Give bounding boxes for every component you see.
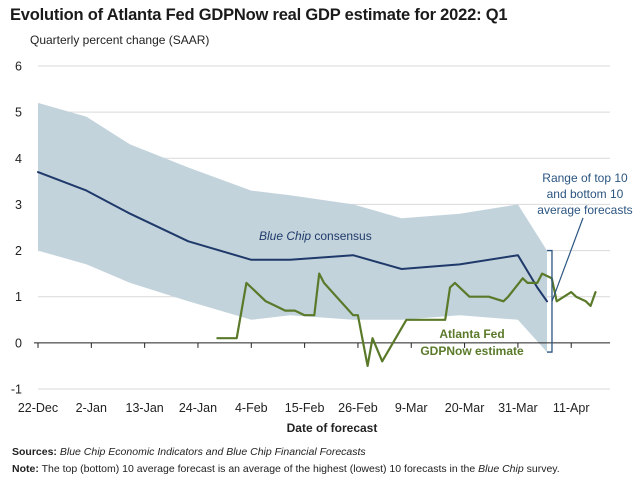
annotations: Blue Chip consensus Atlanta Fed GDPNow est… (259, 171, 633, 358)
range-leader-line (551, 217, 584, 302)
range-band (38, 102, 547, 353)
gdpnow-line (216, 272, 597, 367)
chart-subtitle: Quarterly percent change (SAAR) (30, 33, 210, 47)
x-tick-label: 4-Feb (235, 401, 268, 415)
y-tick-label: 1 (15, 290, 22, 304)
chart-title: Evolution of Atlanta Fed GDPNow real GDP… (10, 6, 508, 24)
x-tick-label: 20-Mar (445, 401, 485, 415)
y-tick-label: 5 (15, 106, 22, 120)
consensus-label: Blue Chip consensus (259, 229, 372, 243)
y-axis: -1 0 1 2 3 4 5 6 (11, 60, 22, 397)
range-annotation-line: and bottom 10 (547, 187, 624, 201)
x-axis: 22-Dec 2-Jan 13-Jan 24-Jan 4-Feb 15-Feb 26-Feb… (18, 342, 610, 415)
y-tick-label: 6 (15, 60, 22, 74)
x-tick-label: 31-Mar (498, 401, 538, 415)
x-tick-label: 13-Jan (126, 401, 164, 415)
y-tick-label: 4 (15, 152, 22, 166)
sources-text: Blue Chip Economic Indicators and Blue C… (59, 446, 366, 458)
x-tick-label: 11-Apr (553, 401, 590, 415)
x-tick-label: 15-Feb (285, 401, 325, 415)
range-annotation-line: Range of top 10 (542, 171, 628, 185)
note-text-end: survey. (526, 463, 560, 475)
consensus-line (37, 171, 548, 303)
x-axis-label: Date of forecast (287, 421, 378, 435)
y-tick-label: -1 (11, 383, 22, 397)
note-text-italic: Blue Chip (478, 463, 524, 475)
sources-label: Sources: (12, 446, 57, 458)
series-lines (37, 171, 597, 367)
gdpnow-label-line1: Atlanta Fed (439, 327, 504, 341)
x-tick-label: 24-Jan (179, 401, 217, 415)
gdp-chart: 22-Dec 2-Jan 13-Jan 24-Jan 4-Feb 15-Feb 26-Feb… (11, 60, 633, 436)
x-tick-label: 2-Jan (76, 401, 107, 415)
y-tick-label: 0 (15, 336, 22, 350)
note-text: The top (bottom) 10 average forecast is … (41, 463, 476, 475)
x-tick-label: 22-Dec (18, 401, 58, 415)
x-tick-label: 9-Mar (395, 401, 428, 415)
y-tick-label: 3 (15, 198, 22, 212)
note-line: Note: The top (bottom) 10 average foreca… (12, 463, 560, 475)
range-annotation-line: average forecasts (537, 203, 632, 217)
x-tick-label: 26-Feb (338, 401, 378, 415)
note-label: Note: (12, 463, 39, 475)
y-tick-label: 2 (15, 244, 22, 258)
sources-line: Sources: Blue Chip Economic Indicators a… (12, 446, 366, 458)
gdpnow-label-line2: GDPNow estimate (420, 344, 524, 358)
